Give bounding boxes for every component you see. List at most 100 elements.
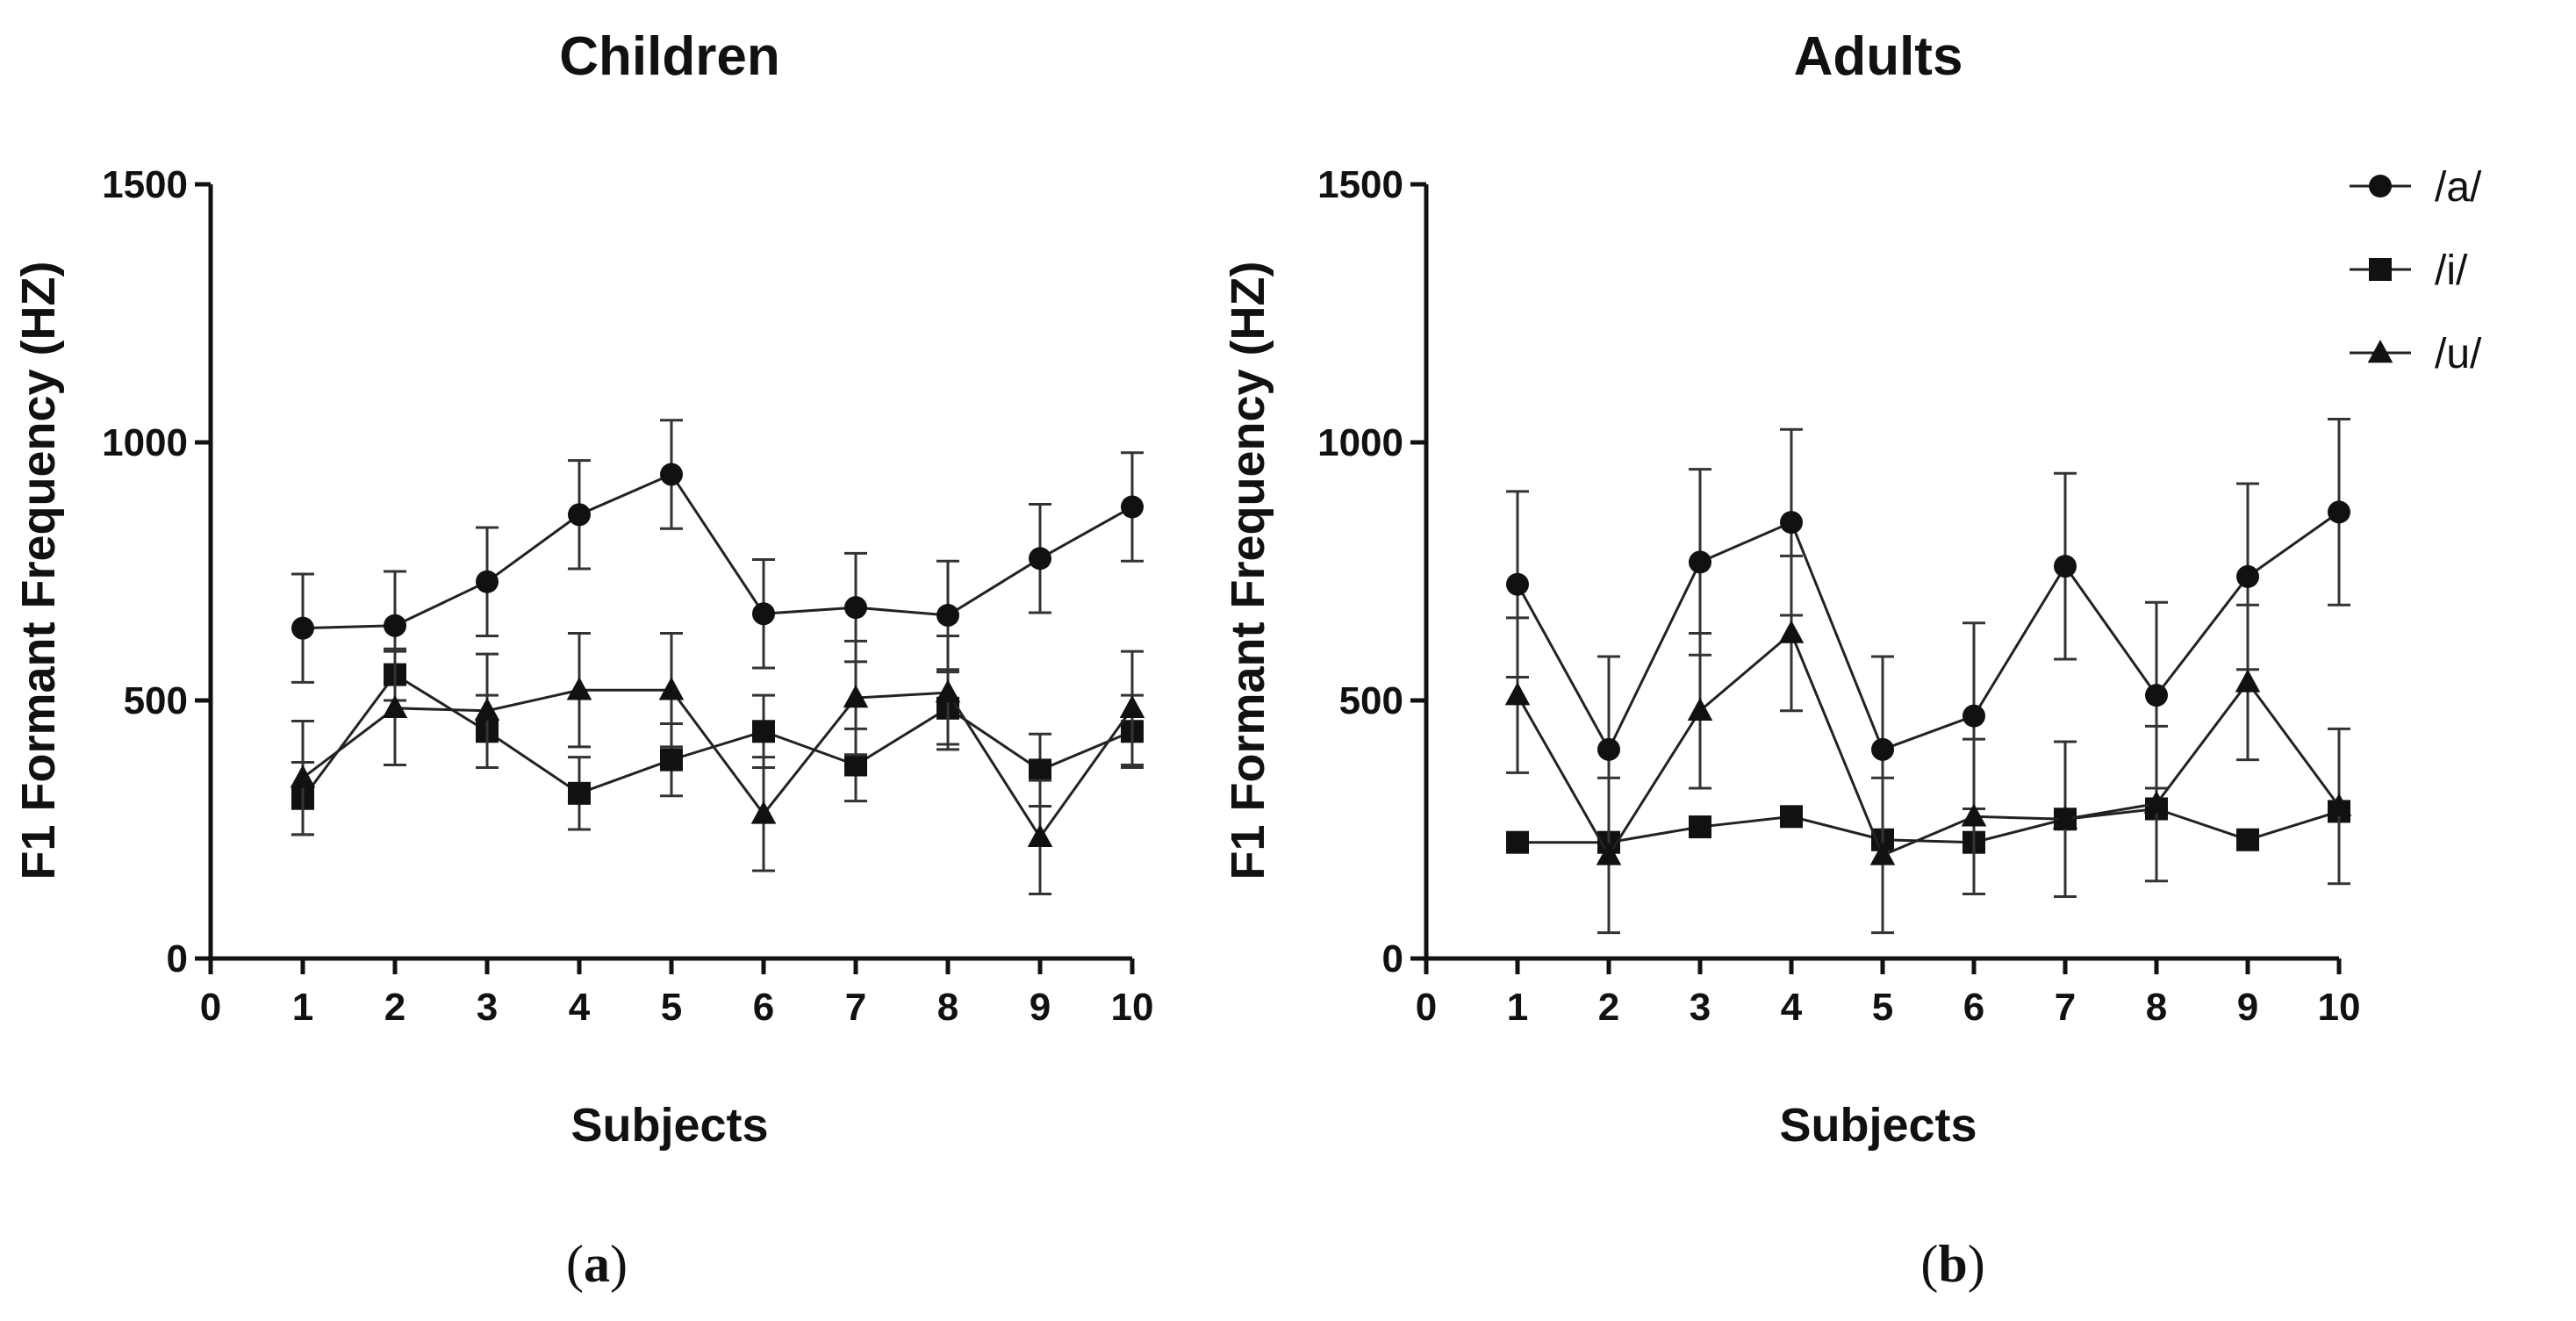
data-point [1780, 511, 1803, 535]
x-tick-label: 5 [661, 986, 682, 1029]
chart-panel-adults: Adults F1 Formant Frequency (HZ) Subject… [1222, 26, 2360, 1293]
series-line [1518, 807, 2340, 844]
x-axis-label: Subjects [1779, 1099, 1977, 1152]
x-tick-label: 2 [1598, 986, 1619, 1029]
legend-marker [2367, 340, 2393, 363]
data-point [568, 781, 591, 805]
data-point [2145, 684, 2168, 707]
data-point [1962, 704, 1985, 728]
data-point [1687, 697, 1713, 721]
data-point [1504, 682, 1531, 706]
data-point [658, 677, 685, 700]
y-tick-label: 1000 [1317, 421, 1403, 464]
data-point [566, 677, 592, 700]
data-point [1869, 842, 1896, 865]
data-point [1780, 805, 1803, 829]
data-point [750, 800, 777, 824]
data-point [384, 614, 406, 637]
y-tick-label: 1500 [1317, 163, 1403, 206]
x-tick-label: 7 [2055, 986, 2076, 1029]
panel-caption: (b) [1920, 1235, 1984, 1293]
data-point [1596, 842, 1622, 865]
data-point [2143, 790, 2170, 814]
x-tick-label: 1 [1507, 986, 1528, 1029]
x-tick-label: 10 [2318, 986, 2361, 1029]
series-square [1506, 797, 2350, 854]
legend-marker [2369, 258, 2392, 281]
data-point [290, 765, 316, 788]
chart-panel-children: Children F1 Formant Frequency (HZ) Subje… [12, 26, 1153, 1293]
x-tick-label: 0 [1416, 986, 1437, 1029]
x-tick-label: 6 [1963, 986, 1984, 1029]
data-point [2052, 806, 2078, 829]
series-line [301, 672, 1133, 800]
chart-title: Children [559, 26, 779, 87]
data-point [291, 616, 314, 640]
data-point [1029, 758, 1051, 782]
data-point [568, 503, 591, 527]
x-tick-label: 4 [1781, 986, 1803, 1029]
data-point [1871, 737, 1894, 761]
y-tick-label: 500 [124, 679, 188, 722]
x-tick-label: 0 [200, 986, 221, 1029]
data-point [1689, 815, 1711, 839]
x-tick-label: 2 [384, 986, 405, 1029]
series-triangle [290, 632, 1145, 895]
data-point [1506, 830, 1529, 854]
data-point [660, 463, 683, 486]
y-axis-label: F1 Formant Frequency (HZ) [1222, 261, 1274, 879]
data-point [752, 602, 775, 626]
legend-marker [2369, 175, 2392, 197]
data-point [1689, 550, 1711, 574]
data-point [936, 603, 959, 627]
data-point [2236, 564, 2259, 588]
series-line [1516, 631, 2341, 858]
x-tick-label: 9 [2237, 986, 2258, 1029]
data-point [474, 697, 500, 721]
chart-title: Adults [1794, 26, 1963, 87]
x-tick-label: 8 [2146, 986, 2167, 1029]
data-point [752, 720, 775, 743]
x-tick-label: 8 [937, 986, 958, 1029]
x-tick-label: 5 [1872, 986, 1893, 1029]
y-axis-label: F1 Formant Frequency (HZ) [12, 261, 65, 879]
series-circle [1506, 418, 2350, 844]
x-axis-label: Subjects [570, 1099, 768, 1152]
data-point [2328, 500, 2350, 524]
legend-label: /u/ [2435, 331, 2482, 377]
data-point [844, 753, 867, 777]
series-triangle [1504, 554, 2352, 935]
x-tick-label: 3 [477, 986, 498, 1029]
x-tick-label: 6 [753, 986, 774, 1029]
x-tick-label: 9 [1030, 986, 1051, 1029]
data-point [660, 748, 683, 772]
data-point [2235, 669, 2261, 693]
plot-area: 0 500 1000 1500 0 1 2 3 4 5 6 7 8 9 10 [102, 163, 1153, 1029]
data-point [1029, 547, 1051, 571]
y-tick-label: 1000 [102, 421, 188, 464]
data-point [2326, 793, 2352, 816]
data-point [1121, 495, 1144, 519]
data-point [1506, 572, 1529, 596]
x-tick-label: 7 [845, 986, 866, 1029]
data-point [935, 679, 961, 703]
data-point [2236, 828, 2259, 851]
y-tick-label: 500 [1339, 679, 1403, 722]
data-point [1597, 737, 1620, 761]
data-point [476, 570, 499, 593]
data-point [1119, 694, 1145, 719]
x-tick-label: 10 [1111, 986, 1154, 1029]
legend-label: /i/ [2435, 248, 2468, 294]
series-circle [291, 419, 1144, 684]
panel-caption: (a) [566, 1235, 628, 1293]
series-line [302, 472, 1133, 630]
data-point [843, 685, 869, 708]
x-tick-label: 4 [569, 986, 591, 1029]
data-point [844, 596, 867, 620]
x-tick-label: 3 [1690, 986, 1711, 1029]
series-line [1516, 511, 2340, 753]
y-tick-label: 1500 [102, 163, 188, 206]
series-square [291, 647, 1144, 836]
data-point [2054, 555, 2077, 578]
